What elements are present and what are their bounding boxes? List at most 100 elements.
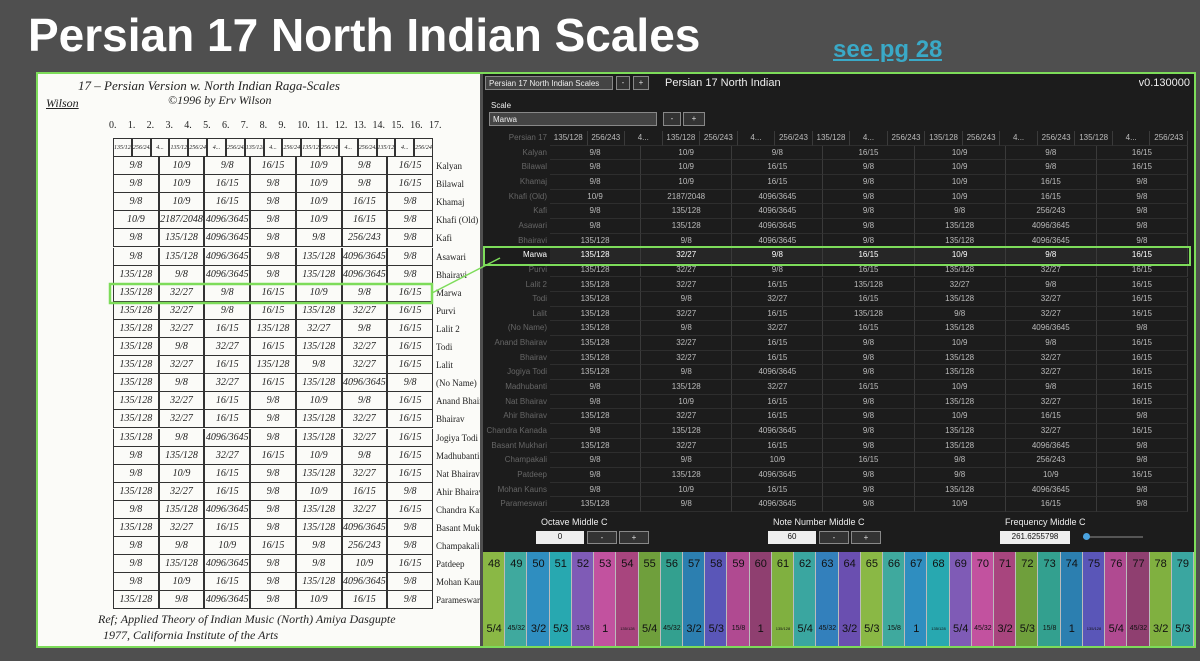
- key[interactable]: [1127, 552, 1149, 646]
- scale-row-name[interactable]: Parameswari: [500, 499, 547, 509]
- scale-cell: 32/27: [1005, 262, 1097, 278]
- key[interactable]: [527, 552, 549, 646]
- scale-cell: 16/15: [732, 409, 824, 424]
- scale-row-name[interactable]: Khafi (Old): [508, 191, 547, 201]
- scale-cell: 4096/3645: [732, 233, 824, 249]
- key[interactable]: [549, 552, 571, 646]
- scale-cell: 9/8: [914, 204, 1006, 219]
- control-minus[interactable]: -: [587, 531, 617, 544]
- slider-thumb[interactable]: [1083, 533, 1090, 540]
- scale-row-name[interactable]: Mohan Kauns: [497, 484, 547, 494]
- key[interactable]: [638, 552, 660, 646]
- key[interactable]: [1060, 552, 1082, 646]
- scale-row-name[interactable]: (No Name): [507, 323, 547, 333]
- scan-header-ratio: 135/128: [301, 138, 321, 157]
- scale-row-name[interactable]: Lalit: [532, 308, 547, 318]
- scale-row-name[interactable]: Nat Bhairav: [505, 396, 547, 406]
- key[interactable]: [771, 552, 794, 646]
- frequency-slider[interactable]: [1083, 536, 1143, 538]
- scale-row-name[interactable]: Kafi: [533, 206, 547, 216]
- scale-dropdown[interactable]: Marwa: [489, 112, 657, 126]
- page-link[interactable]: see pg 28: [833, 36, 943, 63]
- scale-cell: 135/128: [550, 248, 642, 263]
- key-ratio: 45/32: [663, 625, 681, 632]
- scale-cell: 135/128: [914, 365, 1006, 381]
- key[interactable]: [682, 552, 705, 646]
- key[interactable]: [571, 552, 594, 646]
- key[interactable]: [616, 552, 638, 646]
- control-plus[interactable]: +: [851, 531, 881, 544]
- scan-cell: 135/128: [158, 555, 205, 574]
- scan-cell: 135/128: [295, 338, 342, 357]
- scan-scale-name: Asawari: [436, 251, 466, 262]
- key[interactable]: [971, 552, 994, 646]
- control-plus[interactable]: +: [619, 531, 649, 544]
- key[interactable]: [905, 552, 927, 646]
- scan-cell: 4096/3645: [341, 247, 388, 266]
- scale-row-name[interactable]: Ahir Bhairav: [503, 411, 547, 421]
- scale-plus[interactable]: +: [683, 112, 705, 126]
- key[interactable]: [994, 552, 1016, 646]
- scale-row-name[interactable]: Jogiya Todi: [507, 367, 547, 377]
- scale-minus[interactable]: -: [663, 112, 681, 126]
- key[interactable]: [860, 552, 882, 646]
- preset-plus[interactable]: +: [633, 76, 649, 90]
- scale-row-name[interactable]: Chandra Kanada: [486, 426, 548, 435]
- scale-row-name[interactable]: Marwa: [522, 250, 547, 260]
- scan-cell: 10/9: [158, 573, 205, 592]
- control-value[interactable]: 0: [536, 531, 584, 544]
- key[interactable]: [1016, 552, 1038, 646]
- table-header-cell: 135/128: [812, 131, 851, 146]
- key[interactable]: [949, 552, 971, 646]
- key[interactable]: [794, 552, 816, 646]
- scale-row-name[interactable]: Lalit 2: [525, 279, 547, 289]
- scale-row-name[interactable]: Basant Mukhari: [491, 440, 547, 450]
- scale-cell: 9/8: [1005, 336, 1097, 351]
- scan-cell: 10/9: [295, 211, 342, 230]
- scan-cell: 4096/3645: [204, 500, 251, 519]
- preset-minus[interactable]: -: [616, 76, 630, 90]
- key[interactable]: [749, 552, 771, 646]
- key-number: 61: [776, 558, 790, 570]
- key[interactable]: [1082, 552, 1105, 646]
- scan-cell: 9/8: [250, 410, 296, 429]
- scale-row-name[interactable]: Bilawal: [521, 162, 547, 172]
- scale-row-name[interactable]: Bhairavi: [518, 235, 547, 245]
- key[interactable]: [594, 552, 616, 646]
- key[interactable]: [660, 552, 682, 646]
- scale-row-name[interactable]: Champakali: [504, 455, 547, 465]
- key-number: 54: [621, 558, 634, 570]
- preset-dropdown[interactable]: Persian 17 North Indian Scales: [485, 76, 613, 90]
- scale-row-name[interactable]: Patdeep: [517, 469, 547, 479]
- key[interactable]: [882, 552, 905, 646]
- key[interactable]: [1171, 552, 1193, 646]
- scale-row-name[interactable]: Madhubanti: [505, 382, 547, 392]
- control-value[interactable]: 60: [768, 531, 816, 544]
- key[interactable]: [1105, 552, 1127, 646]
- key[interactable]: [838, 552, 860, 646]
- key-ratio: 45/32: [974, 625, 992, 632]
- scale-cell: 10/9: [914, 145, 1006, 161]
- scale-row-name[interactable]: Anand Bhairav: [494, 338, 547, 348]
- scan-cell: 256/243: [341, 229, 388, 248]
- key[interactable]: [1038, 552, 1060, 646]
- scale-cell: 32/27: [732, 380, 824, 395]
- scale-cell: 9/8: [550, 394, 642, 410]
- key[interactable]: [816, 552, 838, 646]
- key[interactable]: [927, 552, 949, 646]
- control-value[interactable]: 261.6255798: [1000, 531, 1070, 544]
- key[interactable]: [483, 552, 505, 646]
- key-ratio: 3/2: [686, 623, 702, 635]
- scale-row-name[interactable]: Kalyan: [522, 147, 547, 157]
- scan-cell: 9/8: [250, 428, 296, 447]
- control-minus[interactable]: -: [819, 531, 849, 544]
- key[interactable]: [505, 552, 527, 646]
- scale-row-name[interactable]: Bhairav: [519, 352, 547, 362]
- key[interactable]: [727, 552, 749, 646]
- key[interactable]: [1149, 552, 1171, 646]
- scale-row-name[interactable]: Khamaj: [519, 176, 547, 186]
- scale-row-name[interactable]: Purvi: [528, 264, 547, 274]
- scale-row-name[interactable]: Asawari: [518, 220, 547, 230]
- key[interactable]: [705, 552, 727, 646]
- scale-row-name[interactable]: Todi: [532, 294, 547, 304]
